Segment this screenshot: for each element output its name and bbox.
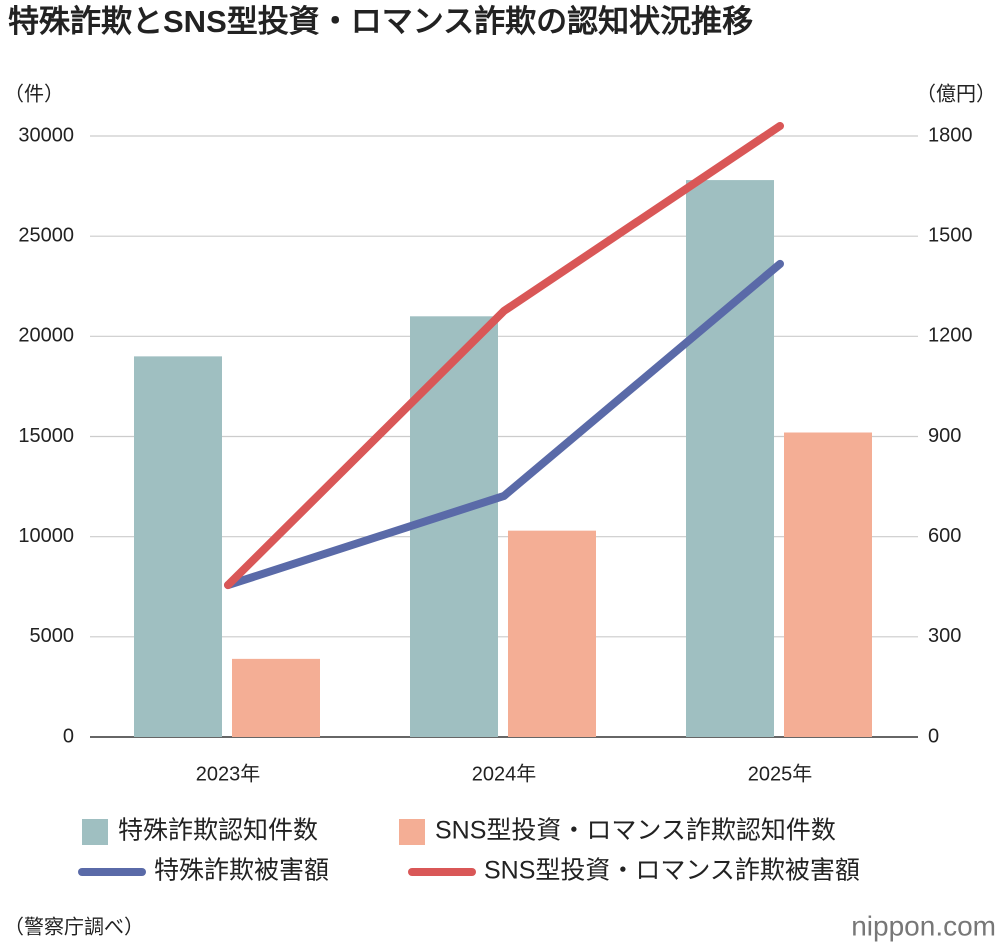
y2-tick-label: 300 bbox=[928, 625, 961, 647]
y2-tick-label: 1200 bbox=[928, 325, 973, 347]
y-axis-label: （件） bbox=[4, 82, 64, 105]
bar bbox=[410, 316, 498, 737]
logo: nippon.com bbox=[851, 910, 996, 941]
line bbox=[224, 259, 784, 590]
y-tick-label: 10000 bbox=[18, 525, 74, 547]
y2-tick-label: 900 bbox=[928, 425, 961, 447]
y-tick-label: 5000 bbox=[30, 625, 75, 647]
x-tick-label: 2023年 bbox=[196, 762, 261, 785]
bar bbox=[134, 356, 222, 737]
legend-label: 特殊詐欺認知件数 bbox=[118, 817, 318, 845]
legend-label: 特殊詐欺被害額 bbox=[154, 857, 329, 885]
y2-tick-label: 1800 bbox=[928, 124, 973, 146]
y2-axis-label: （億円） bbox=[916, 82, 996, 105]
x-tick-label: 2025年 bbox=[748, 762, 813, 785]
y-tick-label: 25000 bbox=[18, 224, 74, 246]
bar bbox=[784, 432, 872, 737]
y-tick-label: 30000 bbox=[18, 124, 74, 146]
legend-swatch bbox=[399, 819, 425, 845]
bar bbox=[686, 180, 774, 737]
x-tick-label: 2024年 bbox=[472, 762, 537, 785]
y-tick-label: 15000 bbox=[18, 425, 74, 447]
y2-tick-label: 1500 bbox=[928, 224, 973, 246]
line bbox=[224, 121, 784, 590]
bar bbox=[508, 530, 596, 737]
legend-label: SNS型投資・ロマンス詐欺被害額 bbox=[484, 857, 860, 885]
source: （警察庁調べ） bbox=[4, 915, 144, 938]
y-tick-label: 0 bbox=[63, 725, 74, 747]
y2-tick-label: 0 bbox=[928, 725, 939, 747]
y2-tick-label: 600 bbox=[928, 525, 961, 547]
y-tick-label: 20000 bbox=[18, 325, 74, 347]
chart-title: 特殊詐欺とSNS型投資・ロマンス詐欺の認知状況推移 bbox=[8, 4, 753, 39]
legend-swatch bbox=[82, 819, 108, 845]
bar bbox=[232, 658, 320, 737]
legend-label: SNS型投資・ロマンス詐欺認知件数 bbox=[435, 817, 836, 845]
